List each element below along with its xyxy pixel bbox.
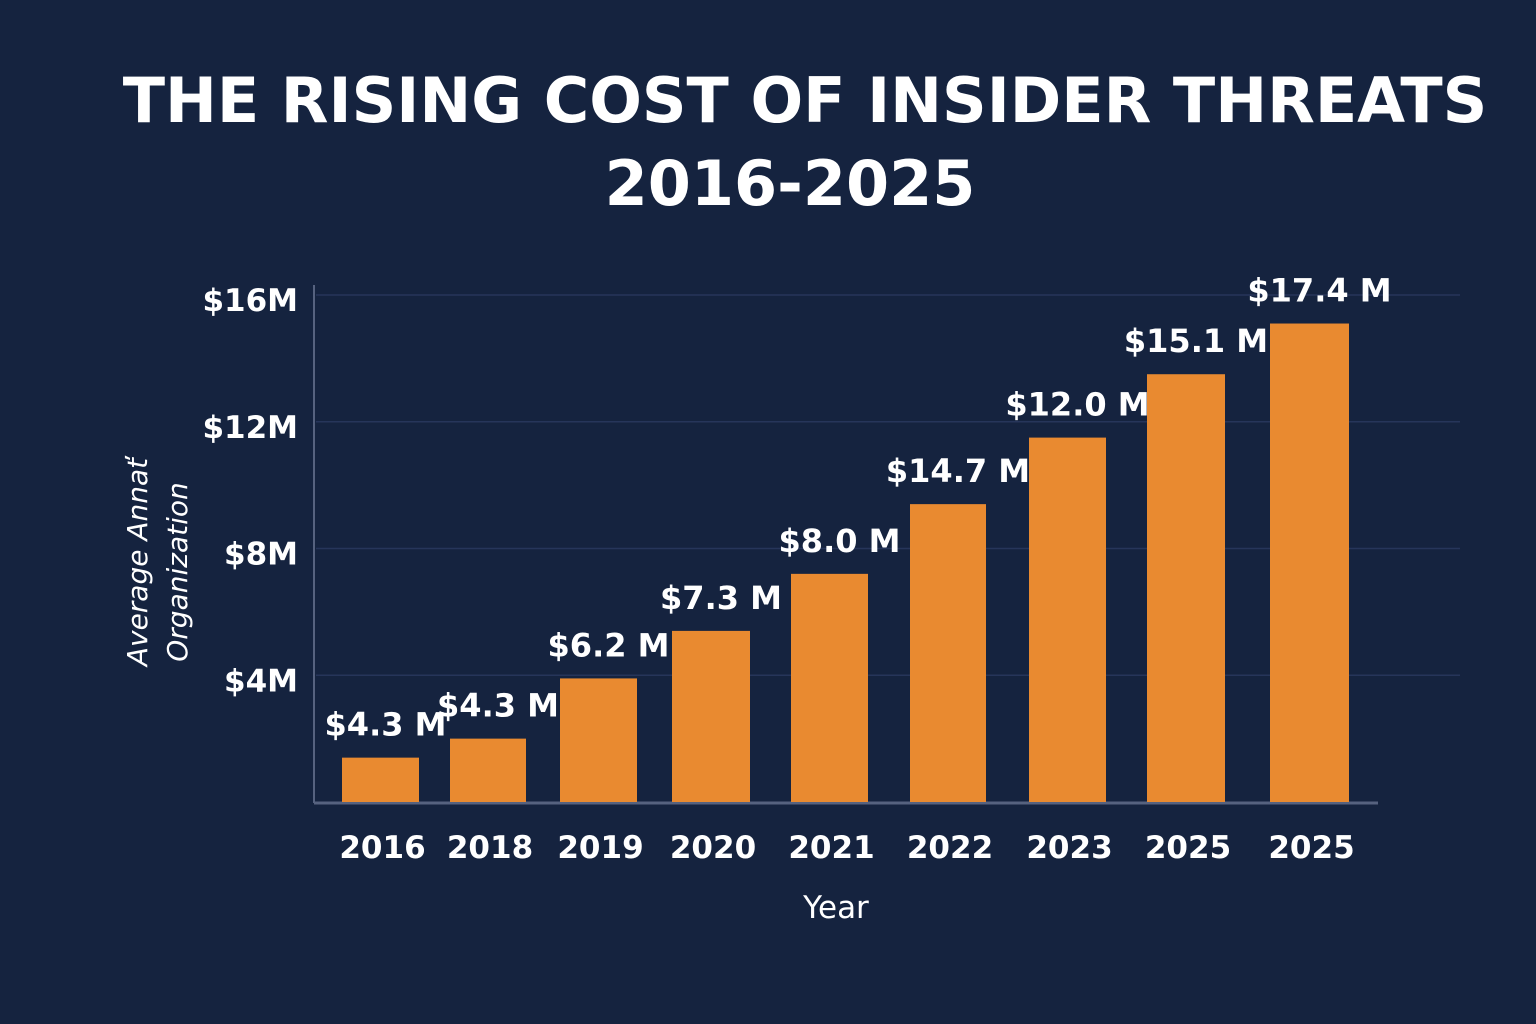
- bars: [342, 323, 1349, 802]
- y-tick-label: $4M: [224, 663, 298, 699]
- data-labels: $4.3 M$4.3 M $6.2 M $7.3 M $8.0 M $14.7 M $12…: [325, 272, 1392, 744]
- x-tick-label: 2016: [339, 830, 425, 866]
- data-label: $8.0 M: [779, 522, 901, 560]
- chart-title-line-2: 2016-2025: [605, 147, 976, 220]
- x-axis-ticks: 2016 2018 2019 2020 2021 2022 2023 2025 2025: [339, 830, 1354, 866]
- chart-title-line-1: THE RISING COST OF INSIDER THREATS: [123, 64, 1488, 137]
- bar-2020: [672, 630, 750, 802]
- x-tick-label: 2025: [1268, 830, 1354, 866]
- y-axis-label-line-1: Average Annať: [121, 455, 154, 668]
- x-tick-label: 2023: [1026, 830, 1112, 866]
- data-label: $15.1 M: [1124, 322, 1268, 360]
- bar-2016: [342, 757, 419, 802]
- x-tick-label: 2019: [557, 830, 643, 866]
- x-tick-label: 2025: [1145, 830, 1231, 866]
- data-label: $7.3 M: [660, 579, 782, 617]
- data-label: $12.0 M: [1005, 386, 1149, 424]
- data-label: $14.7 M: [886, 452, 1030, 490]
- bar-2023: [1029, 437, 1106, 802]
- bar-2019: [560, 678, 637, 802]
- bar-2018: [450, 738, 526, 802]
- x-axis-label: Year: [802, 890, 869, 926]
- y-axis-ticks: $4M $8M $12M $16M: [202, 283, 298, 699]
- data-label: $6.2 M: [548, 626, 670, 664]
- y-axis-label: Average Annať Organization: [121, 455, 194, 668]
- x-tick-label: 2020: [670, 830, 756, 866]
- bar-2022: [910, 504, 986, 802]
- bar-2021: [791, 573, 868, 802]
- y-axis-label-line-2: Organization: [161, 482, 194, 662]
- y-tick-label: $12M: [202, 410, 298, 446]
- data-label: $17.4 M: [1247, 272, 1391, 310]
- x-tick-label: 2018: [447, 830, 533, 866]
- x-tick-label: 2022: [907, 830, 993, 866]
- bar-2025: [1147, 374, 1225, 802]
- gridlines: [316, 294, 1460, 676]
- x-tick-label: 2021: [788, 830, 874, 866]
- y-tick-label: $8M: [224, 537, 298, 573]
- data-label: $4.3 M: [325, 706, 447, 744]
- bar-2025: [1270, 323, 1349, 802]
- data-label: $4.3 M: [437, 687, 559, 725]
- y-tick-label: $16M: [202, 283, 298, 319]
